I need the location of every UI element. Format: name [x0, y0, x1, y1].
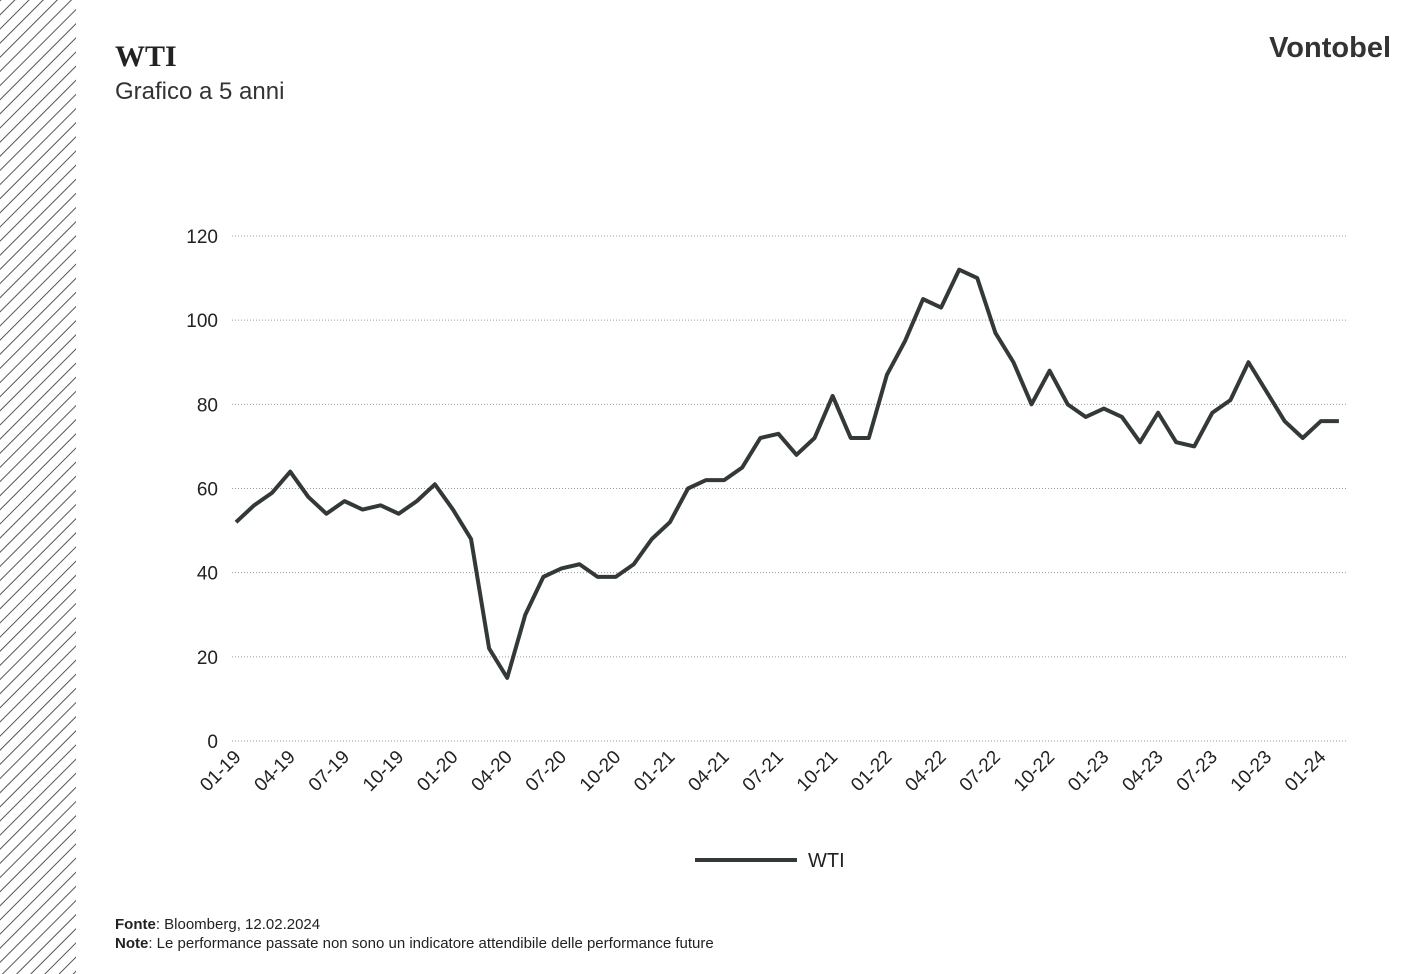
note: Note: Le performance passate non sono un… [115, 935, 714, 952]
y-tick-label: 120 [186, 227, 218, 248]
x-tick-label: 10-21 [793, 747, 842, 796]
x-tick-label: 01-19 [196, 747, 245, 796]
x-tick-label: 04-20 [468, 747, 517, 796]
y-tick-label: 100 [186, 311, 218, 332]
plot: 0 20 40 60 80 100 120 01-19 04-19 07-19 10-19 01-20… [186, 227, 1348, 872]
source: Fonte: Bloomberg, 12.02.2024 [115, 916, 320, 933]
brand-logo: Vontobel [1269, 32, 1391, 64]
y-tick-label: 60 [197, 480, 218, 501]
note-label: Note [115, 935, 148, 952]
legend-label: WTI [808, 850, 845, 872]
x-tick-label: 10-20 [576, 747, 625, 796]
source-label: Fonte [115, 916, 156, 933]
x-tick-label: 07-19 [305, 747, 354, 796]
x-tick-label: 04-19 [251, 747, 300, 796]
x-tick-label: 07-23 [1173, 747, 1222, 796]
note-text: : Le performance passate non sono un ind… [148, 935, 713, 952]
x-tick-label: 10-19 [359, 747, 408, 796]
series-line [234, 267, 1339, 680]
chart-subtitle: Grafico a 5 anni [115, 78, 284, 105]
y-tick-label: 20 [197, 648, 218, 669]
chart-title: WTI [115, 40, 177, 73]
y-tick-label: 80 [197, 395, 218, 416]
x-tick-label: 07-22 [956, 747, 1005, 796]
y-tick-label: 0 [207, 732, 218, 753]
x-tick-label: 04-23 [1118, 747, 1167, 796]
x-tick-label: 10-23 [1227, 747, 1276, 796]
source-text: : Bloomberg, 12.02.2024 [156, 916, 320, 933]
x-tick-label: 01-23 [1064, 747, 1113, 796]
x-tick-label: 10-22 [1010, 747, 1059, 796]
x-tick-label: 01-21 [630, 747, 679, 796]
x-tick-label: 01-24 [1281, 746, 1331, 796]
x-tick-label: 01-22 [847, 747, 896, 796]
x-tick-label: 07-21 [739, 747, 788, 796]
x-tick-label: 07-20 [522, 747, 571, 796]
y-tick-label: 40 [197, 564, 218, 585]
x-tick-label: 04-22 [901, 747, 950, 796]
x-tick-label: 04-21 [684, 747, 733, 796]
x-tick-label: 01-20 [413, 747, 462, 796]
hatch-stripe [0, 0, 76, 974]
